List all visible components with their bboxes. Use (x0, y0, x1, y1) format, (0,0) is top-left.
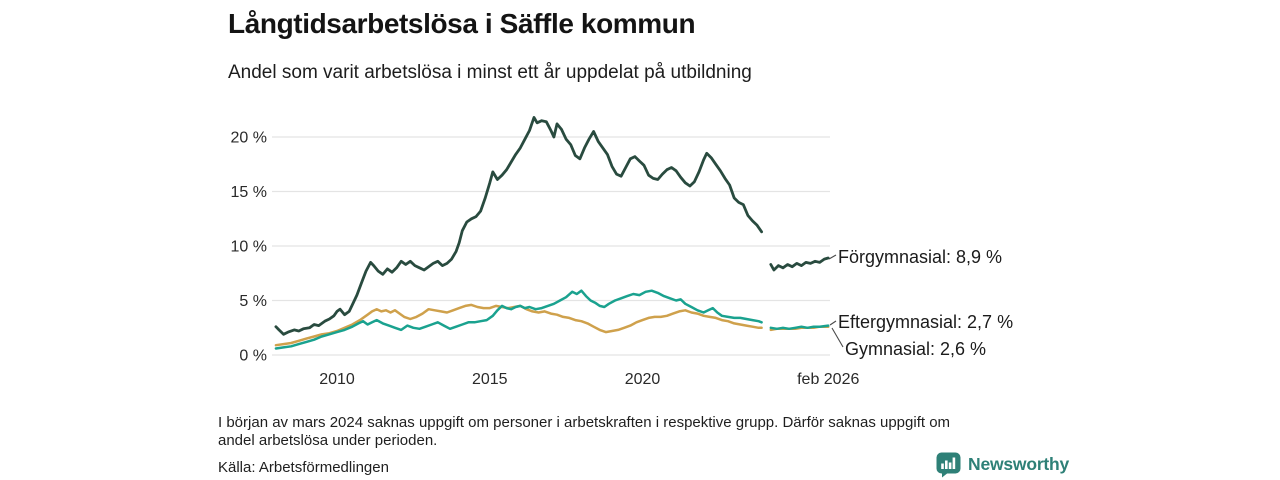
connector-eftergymnasial (829, 320, 837, 326)
series-label-forgymnasial: Förgymnasial: 8,9 % (838, 247, 1003, 267)
series-line-eftergymnasial (274, 289, 763, 350)
connector-gymnasial (831, 327, 844, 348)
y-tick-label: 5 % (239, 293, 267, 310)
y-tick-label: 20 % (231, 130, 267, 147)
series-line-förgymnasial (274, 116, 763, 336)
footnote-line-2: andel arbetslösa under perioden. (218, 432, 438, 449)
x-tick-label: 2015 (472, 371, 508, 388)
source-label: Källa: Arbetsförmedlingen (218, 459, 389, 476)
chart-subtitle: Andel som varit arbetslösa i minst ett å… (228, 62, 752, 83)
series-line-förgymnasial (769, 256, 830, 272)
newsworthy-logo-icon (936, 452, 961, 477)
y-tick-label: 0 % (239, 348, 267, 365)
label-connectors (828, 254, 844, 348)
page-title: Långtidsarbetslösa i Säffle kommun (228, 8, 696, 39)
x-tick-label: 2020 (625, 371, 661, 388)
chart-footnote: I början av mars 2024 saknas uppgift om … (218, 414, 950, 450)
series-line-eftergymnasial (769, 324, 830, 331)
connector-forgymnasial (828, 254, 837, 260)
y-tick-label: 15 % (231, 184, 267, 201)
footnote-line-1: I början av mars 2024 saknas uppgift om … (218, 414, 951, 431)
x-tick-label: feb 2026 (797, 371, 859, 388)
x-tick-label: 2010 (319, 371, 355, 388)
y-tick-label: 10 % (231, 239, 267, 256)
newsworthy-logo: Newsworthy (936, 451, 1069, 478)
series-label-gymnasial: Gymnasial: 2,6 % (845, 339, 987, 359)
newsworthy-logo-text: Newsworthy (968, 454, 1070, 474)
series-label-eftergymnasial: Eftergymnasial: 2,7 % (838, 312, 1014, 332)
